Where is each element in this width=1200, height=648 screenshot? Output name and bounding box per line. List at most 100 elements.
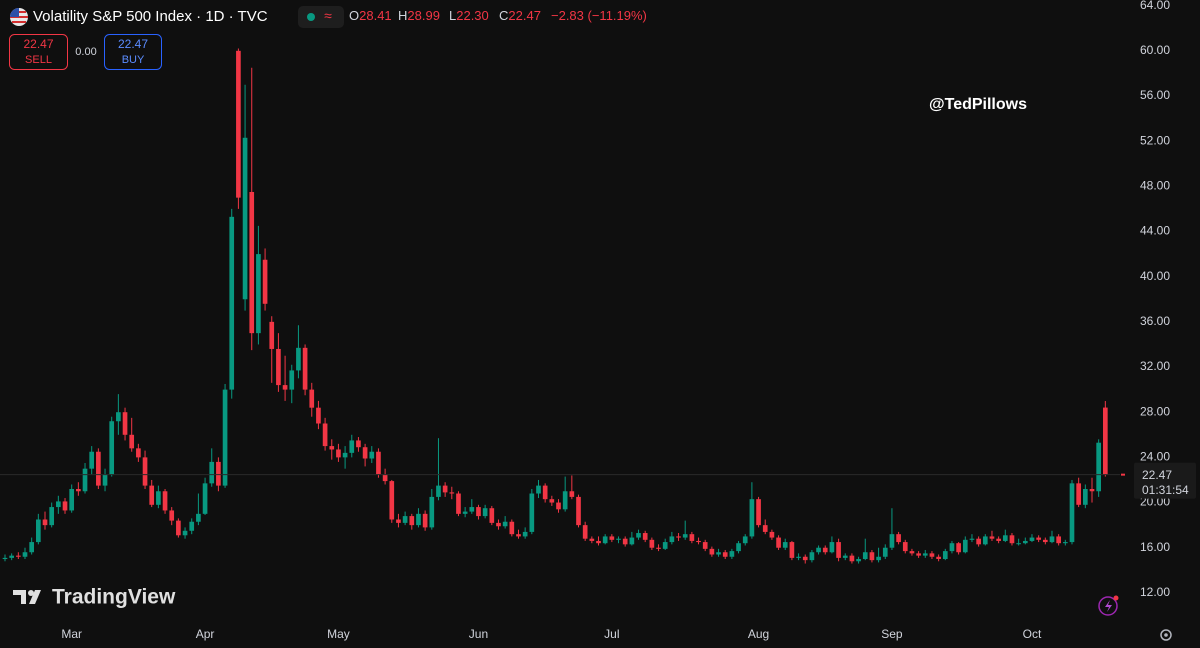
candle-body [42,519,48,526]
candle-body [96,451,101,486]
candle-body [216,461,221,486]
candle-body [549,499,555,503]
candle-body [429,496,435,528]
y-tick-label: 28.00 [1140,404,1170,418]
bar-countdown: 01:31:54 [1142,483,1189,497]
buy-label: BUY [122,54,145,66]
candle-body [822,547,828,553]
candle-body [36,519,41,543]
ohlc-legend: O28.41 H28.99 L22.30 C22.47 −2.83 (−11.1… [349,8,647,23]
plot-area [2,48,1108,564]
candle-body [122,412,128,435]
candle-body [409,516,415,526]
candle-body [522,531,528,537]
candle-body [1089,488,1095,492]
candle-body [929,553,935,557]
candle-body [509,521,515,535]
settings-button[interactable] [1160,629,1172,641]
chart-title: Volatility S&P 500 Index · 1D · TVC [33,8,268,25]
candle-body [876,556,881,561]
candle-body [1022,540,1028,544]
candle-body [262,259,268,304]
candle-body [362,447,368,459]
candle-body [282,385,288,390]
candle-body [176,520,181,536]
candle-body [56,501,61,508]
candle-body [249,191,255,334]
candle-body [1002,535,1008,541]
brand-text: TradingView [52,586,176,609]
candle-body [309,389,315,408]
status-pill [298,6,344,28]
x-tick-label: Apr [196,627,215,641]
x-tick-label: May [327,627,350,641]
candle-body [662,542,668,549]
candle-body [116,412,121,422]
x-tick-label: Jul [604,627,619,641]
candle-body [729,551,735,557]
candle-body [829,542,835,553]
candle-body [82,468,88,492]
candle-body [296,347,301,371]
candle-body [976,538,981,545]
candle-body [256,254,261,334]
candle-body [476,507,481,517]
candle-body [622,538,628,545]
y-tick-label: 52.00 [1140,133,1170,147]
candle-body [682,534,688,538]
x-tick-label: Aug [748,627,769,641]
low-value: 22.30 [456,8,489,23]
candle-body [156,491,161,505]
candle-body [722,552,728,557]
candle-body [516,534,521,537]
candle-body [1009,535,1015,544]
candle-body [269,321,275,349]
candle-body [629,537,635,545]
candle-body [329,446,335,450]
candle-body [482,508,488,517]
candle-body [982,536,988,545]
candle-body [596,540,601,544]
candle-body [909,551,915,554]
sell-button[interactable]: 22.47 SELL [9,34,68,70]
candle-body [1062,542,1068,544]
candle-body [402,516,408,523]
last-price-box [1134,462,1196,499]
change-value: −2.83 (−11.19%) [551,8,647,23]
candle-body [449,492,455,494]
x-tick-label: Mar [61,627,82,641]
candle-body [536,485,541,494]
candle-body [882,547,888,557]
x-tick-label: Oct [1023,627,1042,641]
spread: 0.00 [75,46,96,58]
candle-body [989,536,995,539]
candle-body [182,530,188,536]
candle-body [356,440,361,448]
candle-body [649,539,655,548]
candle-body [609,536,615,540]
candle-body [902,542,908,552]
lightning-button[interactable] [1098,595,1119,616]
candle-body [529,493,535,532]
candle-body [389,481,395,520]
buy-button[interactable]: 22.47 BUY [104,34,162,70]
candle-body [762,525,768,532]
candle-body [569,491,575,497]
candle-body [1042,539,1048,543]
y-tick-label: 12.00 [1140,585,1170,599]
high-value: 28.99 [407,8,440,23]
candle-body [742,536,748,544]
x-tick-label: Jun [469,627,488,641]
y-tick-label: 40.00 [1140,269,1170,283]
candle-body [136,448,141,458]
candle-body [889,534,895,548]
candle-body [576,496,581,526]
candle-body [789,542,795,558]
candle-body [676,536,681,538]
y-tick-label: 36.00 [1140,314,1170,328]
candle-body [229,216,235,390]
candle-body [202,483,208,514]
candle-body [242,137,248,300]
